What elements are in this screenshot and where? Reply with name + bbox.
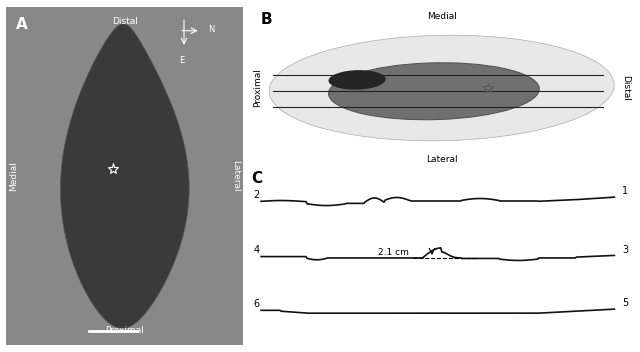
Text: 2.1 cm: 2.1 cm <box>378 247 409 257</box>
Text: C: C <box>251 171 262 186</box>
Text: E: E <box>179 56 184 65</box>
Text: N: N <box>207 25 214 33</box>
Text: 4: 4 <box>253 245 260 256</box>
Text: Proximal: Proximal <box>106 326 144 335</box>
Ellipse shape <box>269 35 614 141</box>
Polygon shape <box>60 24 189 328</box>
Ellipse shape <box>328 70 386 90</box>
Text: Lateral: Lateral <box>426 155 458 164</box>
Text: 2: 2 <box>253 190 260 200</box>
Text: Medial: Medial <box>9 161 18 191</box>
Text: 5: 5 <box>622 298 628 308</box>
Text: Distal: Distal <box>621 75 630 101</box>
Text: Distal: Distal <box>112 17 138 26</box>
Text: B: B <box>261 12 273 27</box>
Text: 3: 3 <box>622 245 628 254</box>
Text: Lateral: Lateral <box>232 160 241 192</box>
Text: 1: 1 <box>622 186 628 196</box>
Text: Proximal: Proximal <box>253 69 262 107</box>
Text: A: A <box>16 17 28 32</box>
Polygon shape <box>6 7 243 345</box>
Text: Medial: Medial <box>427 12 456 21</box>
Ellipse shape <box>328 63 540 120</box>
Text: 6: 6 <box>253 300 260 309</box>
